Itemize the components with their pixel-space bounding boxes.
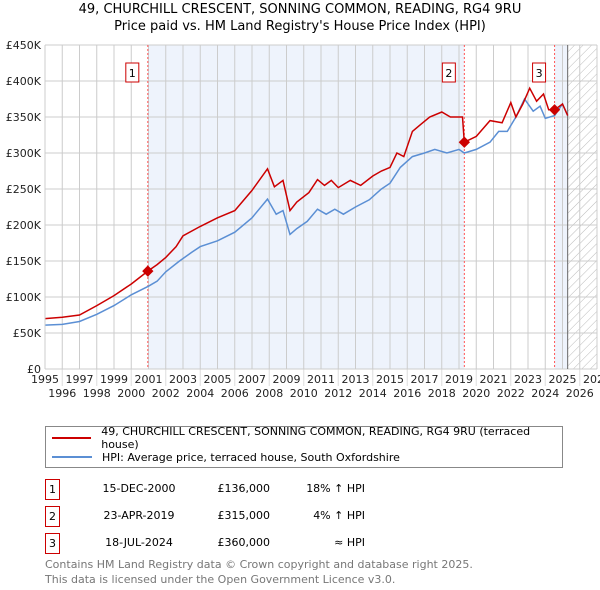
legend-swatch-blue — [52, 456, 92, 458]
legend-swatch-red — [52, 437, 92, 439]
sale-marker-badge: 1 — [45, 479, 60, 500]
x-tick-label: 1998 — [83, 387, 111, 400]
x-tick-label: 1997 — [66, 373, 94, 386]
x-tick-label: 2018 — [428, 387, 456, 400]
x-tick-label: 1995 — [31, 373, 59, 386]
sale-label-box — [532, 62, 547, 83]
x-tick-label: 2000 — [117, 387, 145, 400]
x-tick-label: 2012 — [324, 387, 352, 400]
y-tick-label: £100K — [6, 291, 42, 304]
x-tick-label: 2015 — [376, 373, 404, 386]
x-tick-label: 2010 — [290, 387, 318, 400]
series-line — [44, 86, 569, 320]
x-tick-label: 2016 — [393, 387, 421, 400]
sale-price: £360,000 — [217, 536, 271, 549]
x-tick-label: 2019 — [445, 373, 473, 386]
hpi-comparison: ≈ HPI — [334, 536, 365, 549]
y-tick-label: £400K — [6, 75, 42, 88]
future-hatch-region — [567, 45, 597, 369]
sale-point-marker — [142, 265, 154, 277]
sale-marker-badge: 2 — [45, 506, 60, 527]
x-tick-label: 1996 — [48, 387, 76, 400]
y-tick-label: £250K — [6, 183, 42, 196]
legend: 49, CHURCHILL CRESCENT, SONNING COMMON, … — [45, 425, 563, 468]
sale-date: 23-APR-2019 — [103, 509, 175, 522]
sale-marker-badge: 3 — [45, 533, 60, 554]
x-tick-label: 2007 — [238, 373, 266, 386]
chart-subtitle: Price paid vs. HM Land Registry's House … — [114, 19, 486, 34]
x-tick-label: 2003 — [169, 373, 197, 386]
legend-label: HPI: Average price, terraced house, Sout… — [102, 450, 400, 464]
sale-label-box — [125, 62, 140, 83]
footer-copyright: Contains HM Land Registry data © Crown c… — [45, 558, 473, 571]
x-tick-label: 1999 — [100, 373, 128, 386]
x-tick-label: 2026 — [566, 387, 594, 400]
y-tick-label: £200K — [6, 219, 42, 232]
sale-label-box — [441, 62, 456, 83]
transaction-row: 1 15-DEC-2000 £136,000 18% ↑ HPI — [45, 479, 445, 500]
x-tick-label: 2017 — [411, 373, 439, 386]
y-tick-label: £150K — [6, 255, 42, 268]
y-tick-label: £300K — [6, 147, 42, 160]
legend-label: 49, CHURCHILL CRESCENT, SONNING COMMON, … — [101, 425, 531, 451]
shaded-ownership-period — [147, 45, 465, 369]
hpi-comparison: 4% ↑ HPI — [313, 509, 365, 522]
legend-item-hpi: HPI: Average price, terraced house, Sout… — [52, 448, 400, 466]
sale-date: 15-DEC-2000 — [102, 482, 176, 495]
x-tick-label: 2024 — [531, 387, 559, 400]
sale-price: £315,000 — [217, 509, 271, 522]
x-tick-label: 2011 — [307, 373, 335, 386]
y-tick-label: £350K — [6, 111, 42, 124]
x-tick-label: 2022 — [497, 387, 525, 400]
chart-title: 49, CHURCHILL CRESCENT, SONNING COMMON, … — [78, 2, 522, 17]
hpi-comparison: 18% ↑ HPI — [306, 482, 365, 495]
x-tick-label: 2005 — [204, 373, 232, 386]
x-tick-label: 2002 — [152, 387, 180, 400]
legend-item-property: 49, CHURCHILL CRESCENT, SONNING COMMON, … — [52, 425, 562, 451]
transaction-row: 3 18-JUL-2024 £360,000 ≈ HPI — [45, 533, 445, 554]
sale-label-number: 3 — [536, 67, 543, 80]
x-tick-label: 2013 — [342, 373, 370, 386]
footer-licence: This data is licensed under the Open Gov… — [45, 573, 396, 586]
x-tick-label: 2001 — [135, 373, 163, 386]
x-tick-label: 2014 — [359, 387, 387, 400]
y-tick-label: £0 — [27, 363, 41, 376]
x-tick-label: 2006 — [221, 387, 249, 400]
x-tick-label: 2027 — [583, 373, 600, 386]
x-tick-label: 2023 — [514, 373, 542, 386]
x-tick-label: 2009 — [273, 373, 301, 386]
sale-label-number: 1 — [129, 67, 136, 80]
x-tick-label: 2025 — [549, 373, 577, 386]
y-tick-label: £450K — [6, 39, 42, 52]
sale-label-number: 2 — [445, 67, 452, 80]
sale-price: £136,000 — [217, 482, 271, 495]
x-tick-label: 2004 — [186, 387, 214, 400]
x-tick-label: 2008 — [255, 387, 283, 400]
shaded-ownership-period — [554, 45, 568, 369]
sale-date: 18-JUL-2024 — [105, 536, 173, 549]
price-chart: 1995199619971998199920002001200220032004… — [6, 39, 600, 400]
x-tick-label: 2020 — [462, 387, 490, 400]
x-tick-label: 2021 — [480, 373, 508, 386]
y-tick-label: £50K — [13, 327, 42, 340]
transaction-row: 2 23-APR-2019 £315,000 4% ↑ HPI — [45, 506, 445, 527]
series-line — [44, 97, 569, 326]
sale-point-marker — [458, 136, 471, 148]
